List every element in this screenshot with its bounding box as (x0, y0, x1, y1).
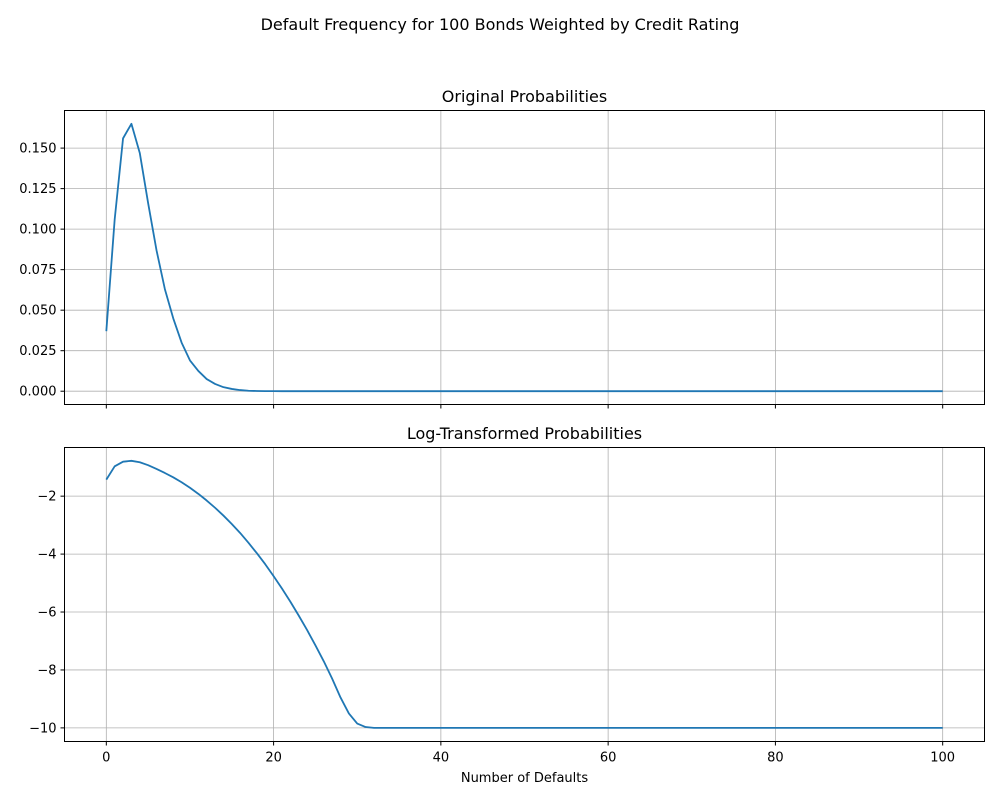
x-axis-label: Number of Defaults (461, 771, 589, 786)
subplot-title: Original Probabilities (442, 87, 607, 106)
x-tick-label: 80 (767, 751, 784, 766)
y-tick-label: −8 (37, 663, 56, 678)
grid-lines (64, 447, 985, 742)
series-line-container (105, 459, 943, 729)
y-tick-label: 0.025 (19, 344, 56, 359)
x-tick-label: 0 (102, 751, 110, 766)
x-tick-label: 40 (433, 751, 450, 766)
x-tick-label: 100 (930, 751, 955, 766)
y-tick-label: 0.000 (19, 385, 56, 400)
x-tick-label: 60 (600, 751, 617, 766)
y-tick-label: 0.150 (19, 142, 56, 157)
x-tick-label: 20 (265, 751, 282, 766)
y-tick-label: −10 (29, 721, 56, 736)
subplot-log-transformed-probabilities: Log-Transformed Probabilities 0 20 40 60 80 1… (29, 424, 985, 766)
series-line (105, 122, 943, 393)
y-tick-label: 0.100 (19, 223, 56, 238)
tick-container: 0 20 40 60 80 100 −10 −8 −6 −4 −2 (29, 490, 955, 766)
y-tick-label: −4 (37, 548, 56, 563)
y-tick-label: −2 (37, 490, 56, 505)
tick-container: 0.000 0.025 0.050 0.075 0.100 0.125 0.150 (19, 142, 944, 409)
series-line (105, 459, 943, 729)
subplot-title: Log-Transformed Probabilities (407, 424, 642, 443)
y-tick-label: 0.125 (19, 182, 56, 197)
y-tick-label: −6 (37, 606, 56, 621)
subplot-original-probabilities: Original Probabilities 0.0000.0250.0500.… (19, 87, 985, 409)
plot-frame (64, 447, 985, 742)
figure-suptitle: Default Frequency for 100 Bonds Weighted… (261, 15, 740, 34)
y-tick-label: 0.050 (19, 304, 56, 319)
plot-frame (64, 110, 985, 405)
y-tick-label: 0.075 (19, 263, 56, 278)
series-line-container (105, 122, 943, 393)
grid-lines (64, 110, 985, 405)
